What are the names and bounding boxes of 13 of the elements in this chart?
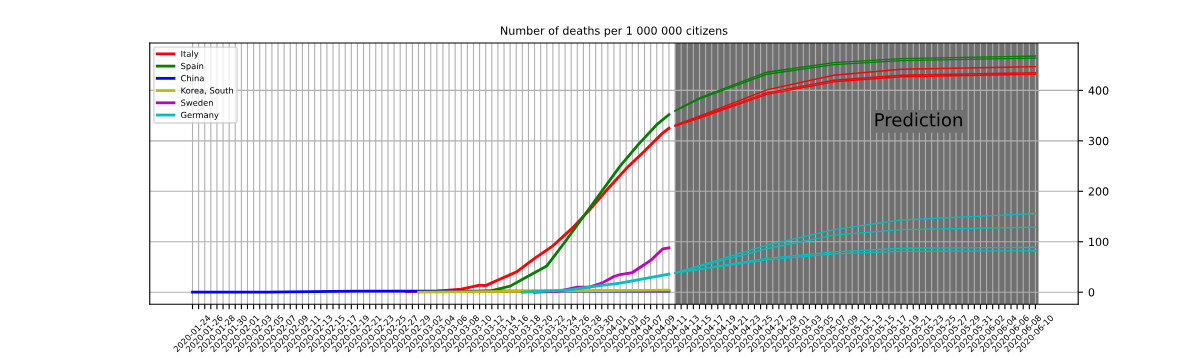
y-tick-label: 0 <box>1088 288 1095 297</box>
legend-label: China <box>181 74 204 82</box>
chart-title: Number of deaths per 1 000 000 citizens <box>501 26 728 37</box>
y-tick-label: 400 <box>1088 86 1109 95</box>
legend-label: Italy <box>181 50 199 59</box>
band-label: Prediction <box>875 112 962 127</box>
legend-label: Sweden <box>181 99 213 106</box>
y-tick-label: 200 <box>1088 187 1109 196</box>
y-tick-label: 300 <box>1088 136 1109 146</box>
legend-label: Korea, South <box>181 87 234 95</box>
y-tick-label: 100 <box>1089 237 1109 247</box>
legend-label: Germany <box>181 111 219 120</box>
legend-label: Spain <box>181 62 204 71</box>
